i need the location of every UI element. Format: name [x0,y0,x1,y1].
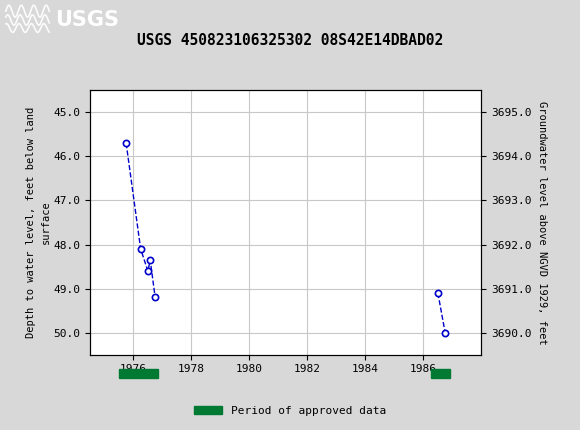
Y-axis label: Groundwater level above NGVD 1929, feet: Groundwater level above NGVD 1929, feet [537,101,547,344]
Text: USGS 450823106325302 08S42E14DBAD02: USGS 450823106325302 08S42E14DBAD02 [137,34,443,48]
Text: USGS: USGS [55,10,119,30]
Legend: Period of approved data: Period of approved data [190,401,390,420]
Y-axis label: Depth to water level, feet below land
surface: Depth to water level, feet below land su… [27,107,50,338]
